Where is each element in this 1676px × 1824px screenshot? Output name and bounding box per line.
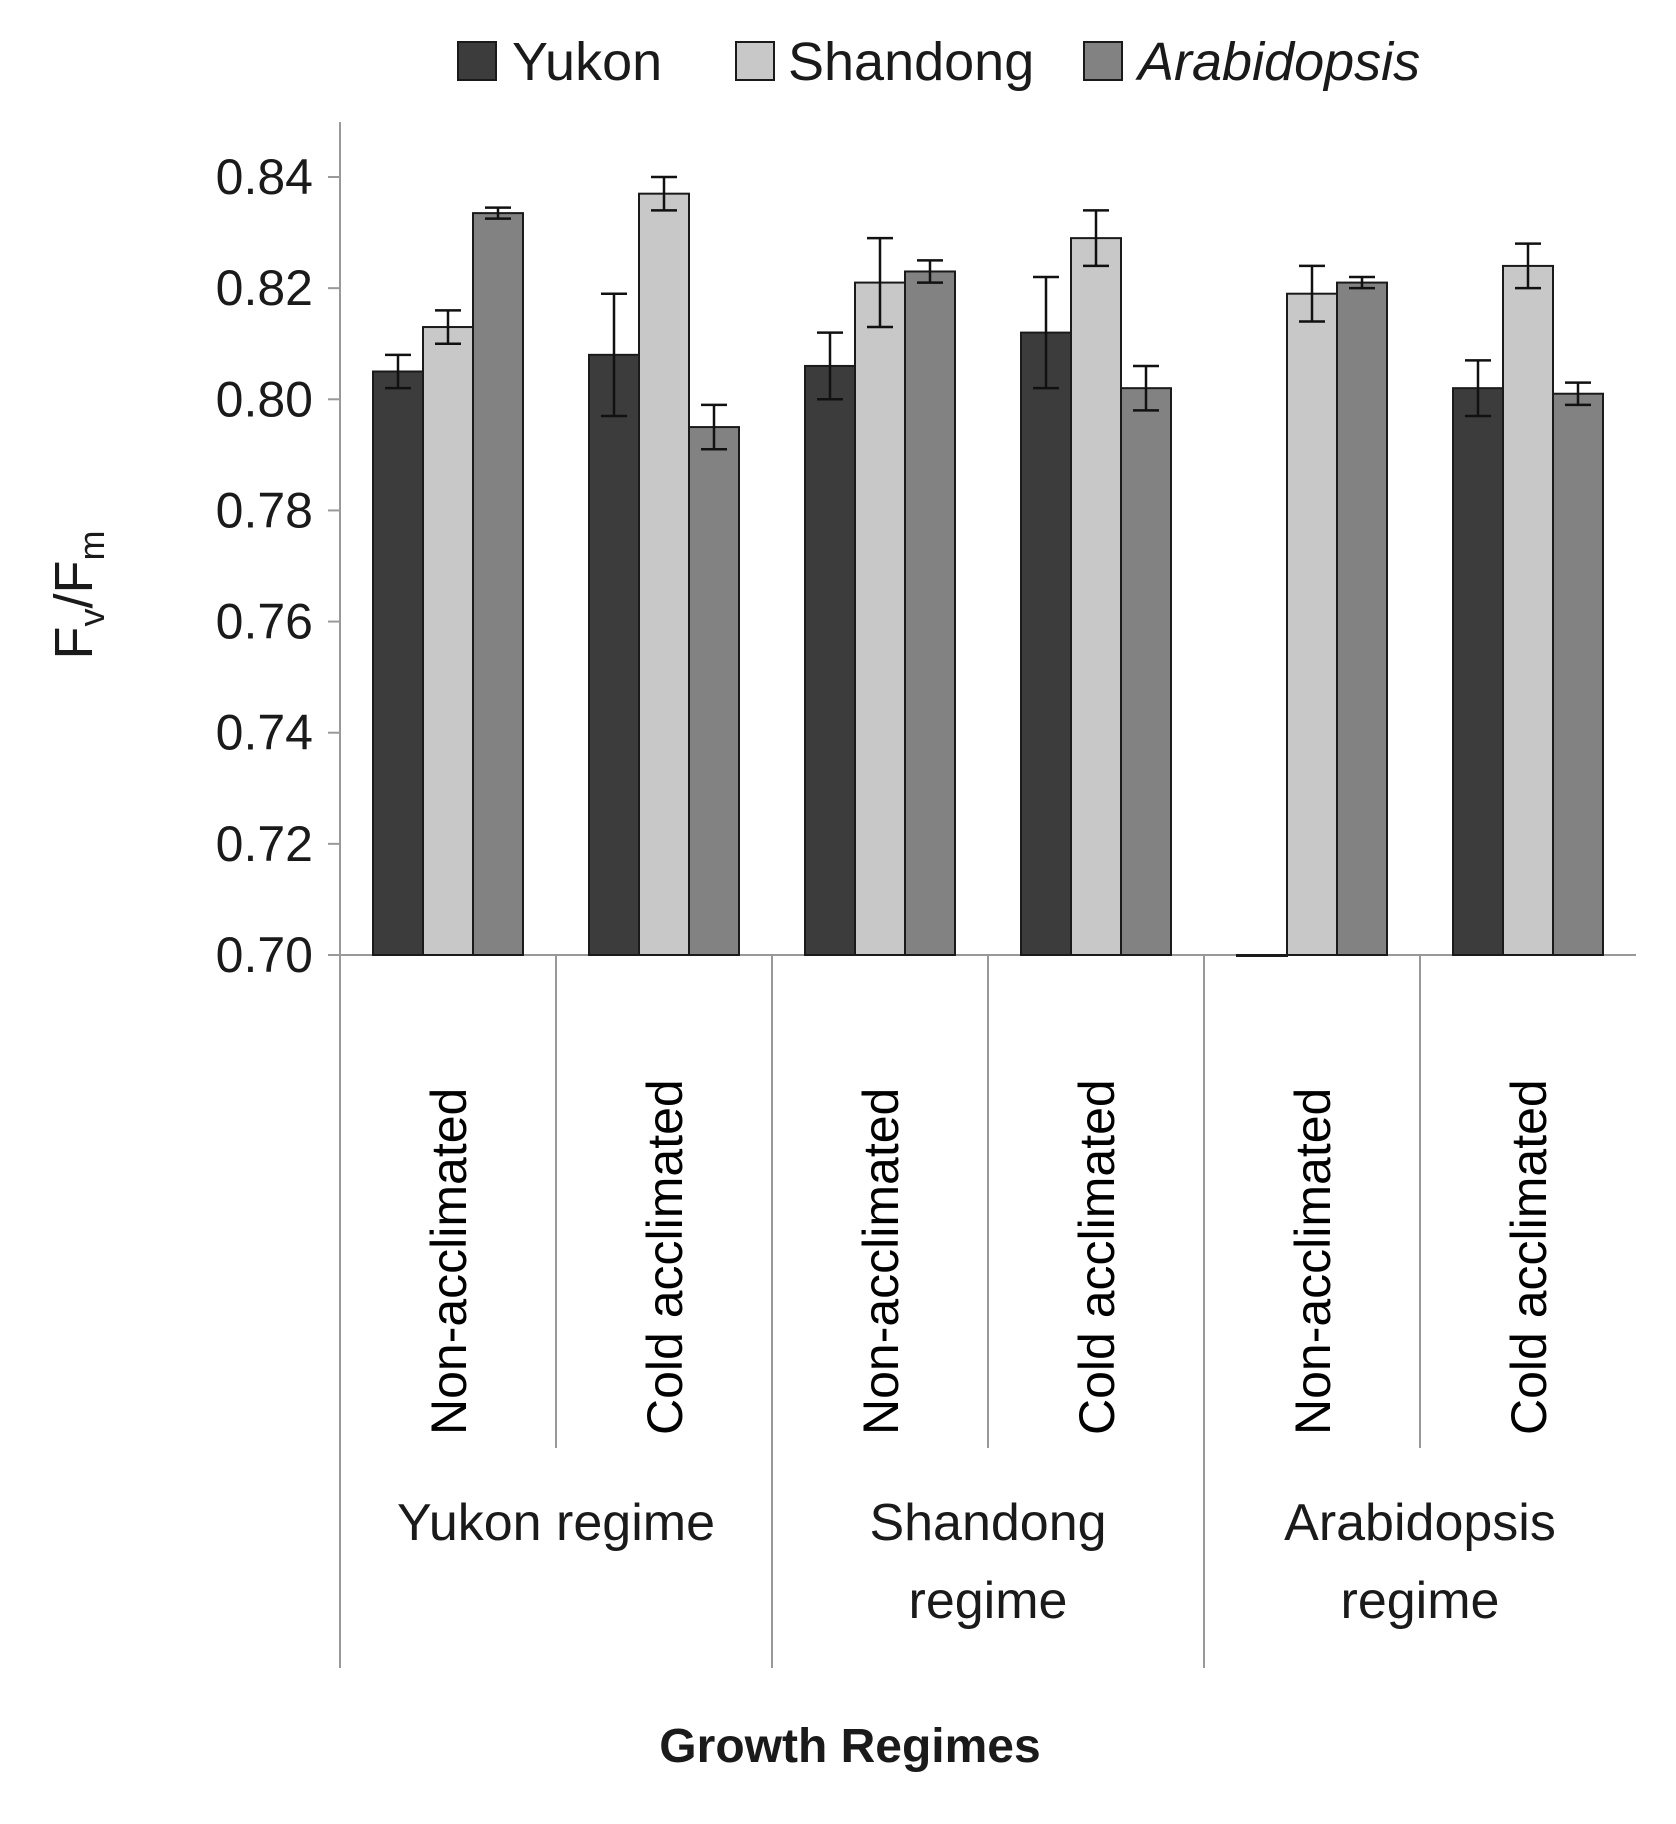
y-axis-title: Fv/Fm [44, 531, 112, 660]
legend-label-shandong: Shandong [788, 32, 1034, 92]
y-axis-title-slash: /F [44, 561, 104, 609]
y-axis-title-sub-v: v [71, 609, 112, 627]
bar-arabidopsis-2 [688, 426, 740, 957]
legend: Yukon Shandong Arabidopsis [457, 32, 1420, 92]
y-tick-label: 0.80 [216, 371, 313, 427]
category-label: Non-acclimated [853, 1088, 909, 1435]
y-axis-title-main: F [44, 627, 104, 660]
bar-yukon-1 [372, 370, 424, 956]
category-labels: Non-acclimated Cold acclimated Yukon regim… [397, 1079, 1557, 1630]
category-label: Cold acclimated [1501, 1079, 1557, 1435]
bars [372, 192, 1604, 957]
bar-yukon-5 [1236, 954, 1288, 957]
bar-shandong-2 [638, 192, 690, 956]
legend-label-arabidopsis: Arabidopsis [1135, 32, 1420, 92]
bar-shandong-4 [1070, 237, 1122, 956]
bar-arabidopsis-5 [1336, 281, 1388, 957]
bar-yukon-2 [588, 353, 640, 957]
bar-arabidopsis-4 [1120, 387, 1172, 956]
category-label: Cold acclimated [1069, 1079, 1125, 1435]
x-axis-title: Growth Regimes [659, 1720, 1040, 1773]
group-label: Yukon regime [397, 1494, 715, 1552]
bar-shandong-6 [1502, 264, 1554, 956]
category-label: Cold acclimated [637, 1079, 693, 1435]
axes: 0.70 0.72 0.74 0.76 0.78 0.80 0.82 0.84 [216, 122, 1636, 1668]
group-label: regime [909, 1572, 1068, 1630]
y-tick-label: 0.78 [216, 482, 313, 538]
bar-yukon-4 [1020, 331, 1072, 957]
bar-shandong-3 [854, 281, 906, 957]
bar-shandong-1 [422, 326, 474, 956]
svg-text:Fv/Fm: Fv/Fm [44, 531, 112, 660]
legend-swatch-arabidopsis [1083, 41, 1123, 81]
bar-arabidopsis-1 [472, 212, 524, 957]
y-tick-label: 0.72 [216, 816, 313, 872]
y-tick-label: 0.82 [216, 260, 313, 316]
error-bars [385, 175, 1591, 451]
legend-swatch-yukon [457, 41, 497, 81]
bar-yukon-3 [804, 364, 856, 956]
category-label: Non-acclimated [1285, 1088, 1341, 1435]
y-tick-label: 0.70 [216, 927, 313, 983]
y-tick-label: 0.74 [216, 705, 313, 761]
bar-yukon-6 [1452, 387, 1504, 956]
group-label: regime [1341, 1572, 1500, 1630]
group-label: Arabidopsis [1284, 1494, 1556, 1552]
y-tick-label: 0.76 [216, 594, 313, 650]
bar-arabidopsis-6 [1552, 392, 1604, 956]
bar-arabidopsis-3 [904, 270, 956, 956]
bar-shandong-5 [1286, 292, 1338, 956]
y-axis-title-sub-m: m [71, 531, 112, 561]
category-label: Non-acclimated [421, 1088, 477, 1435]
legend-swatch-shandong [735, 41, 775, 81]
legend-label-yukon: Yukon [512, 32, 662, 92]
group-label: Shandong [869, 1494, 1106, 1552]
y-tick-label: 0.84 [216, 149, 313, 205]
